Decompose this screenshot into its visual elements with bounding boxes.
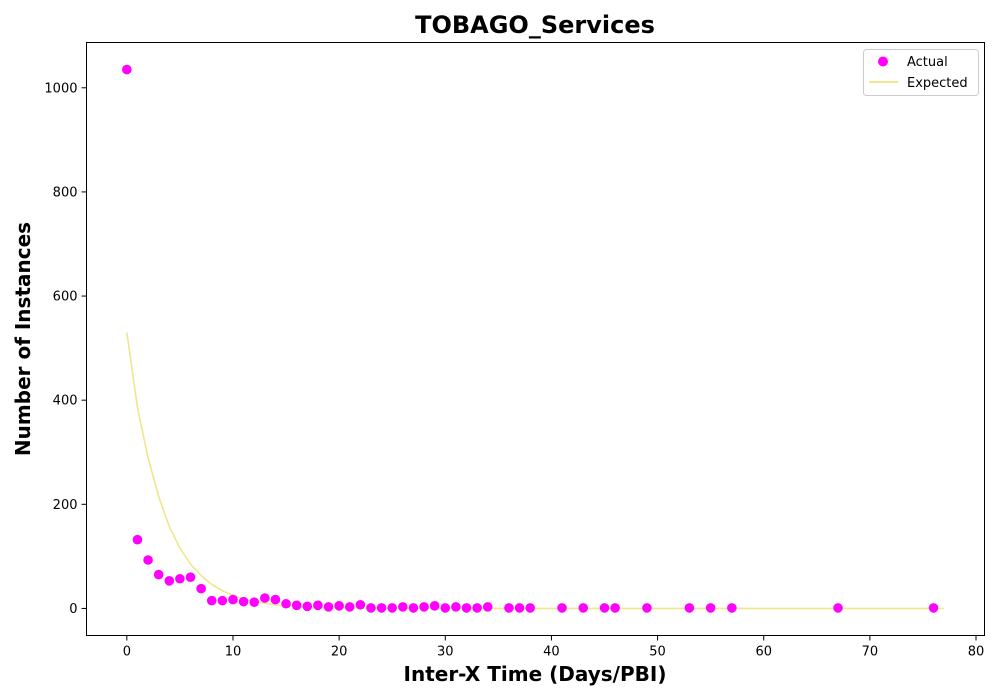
data-point-actual [153,569,164,580]
data-point-actual [302,601,313,612]
x-tick-label: 50 [649,645,666,660]
data-point-actual [122,64,132,75]
y-tick-label: 800 [53,185,78,200]
data-point-actual [175,573,185,584]
x-tick-label: 20 [331,645,348,660]
legend-label-expected: Expected [907,76,968,91]
data-point-actual [291,600,302,611]
y-tick-label: 200 [53,498,78,513]
data-point-actual [684,603,695,613]
legend: Actual Expected [863,49,979,96]
data-point-actual [833,603,843,613]
data-point-actual [642,603,652,613]
data-point-actual [440,603,451,613]
data-point-actual [419,602,429,612]
x-axis: 0 10 20 30 40 50 60 70 80 [123,635,985,660]
y-tick-label: 1000 [44,81,77,96]
data-point-actual [260,593,270,603]
data-point-actual [408,603,419,613]
y-axis-label: Number of Instances [11,222,35,456]
x-tick-label: 60 [755,645,772,660]
x-axis-label: Inter-X Time (Days/PBI) [404,662,667,686]
data-point-actual [472,603,482,613]
plot-area [122,64,945,613]
data-point-actual [132,534,143,545]
data-point-actual [313,600,323,611]
data-point-actual [196,583,206,594]
data-point-actual [238,596,249,607]
plot-frame [86,42,985,636]
legend-box [863,49,979,96]
data-point-actual [461,603,472,613]
y-tick-label: 400 [53,394,78,409]
data-point-actual [610,603,620,613]
data-point-actual [366,603,376,613]
data-point-actual [514,603,525,613]
legend-marker-actual [878,56,888,67]
data-point-actual [578,603,589,613]
data-point-actual [270,594,281,605]
data-point-actual [398,602,408,612]
data-point-actual [557,603,567,613]
x-tick-label: 30 [437,645,454,660]
legend-label-actual: Actual [907,55,948,70]
data-point-actual [344,602,355,612]
data-point-actual [217,595,228,606]
y-tick-label: 0 [69,602,77,617]
data-point-actual [323,602,334,612]
data-point-actual [206,595,217,606]
x-tick-label: 0 [123,645,131,660]
data-point-actual [228,594,238,605]
x-tick-label: 10 [225,645,242,660]
data-point-actual [249,597,260,607]
data-point-actual [376,603,387,613]
data-point-actual [599,603,610,613]
data-point-actual [451,602,461,612]
data-point-actual [429,601,440,611]
data-point-actual [355,599,366,610]
chart-title: TOBAGO_Services [415,11,655,39]
data-point-actual [281,598,291,609]
data-point-actual [727,603,737,613]
data-point-actual [387,603,398,613]
x-tick-label: 80 [968,645,985,660]
data-point-actual [143,555,153,565]
x-tick-label: 70 [862,645,879,660]
y-tick-label: 600 [53,290,78,305]
data-point-actual [185,572,196,582]
y-axis: 0 200 400 600 800 1000 [44,81,87,617]
data-point-actual [525,603,535,613]
data-point-actual [334,601,344,611]
x-tick-label: 40 [543,645,560,660]
data-point-actual [928,603,939,613]
data-point-actual [164,576,175,586]
data-point-actual [504,603,514,613]
data-point-actual [705,603,716,613]
data-point-actual [482,602,493,612]
